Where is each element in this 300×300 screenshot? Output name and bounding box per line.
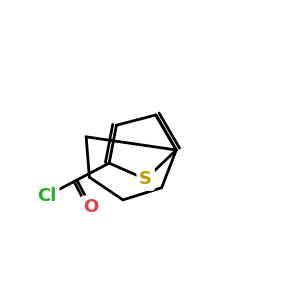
Text: S: S bbox=[139, 170, 152, 188]
Text: Cl: Cl bbox=[38, 187, 57, 205]
Text: O: O bbox=[83, 198, 99, 216]
